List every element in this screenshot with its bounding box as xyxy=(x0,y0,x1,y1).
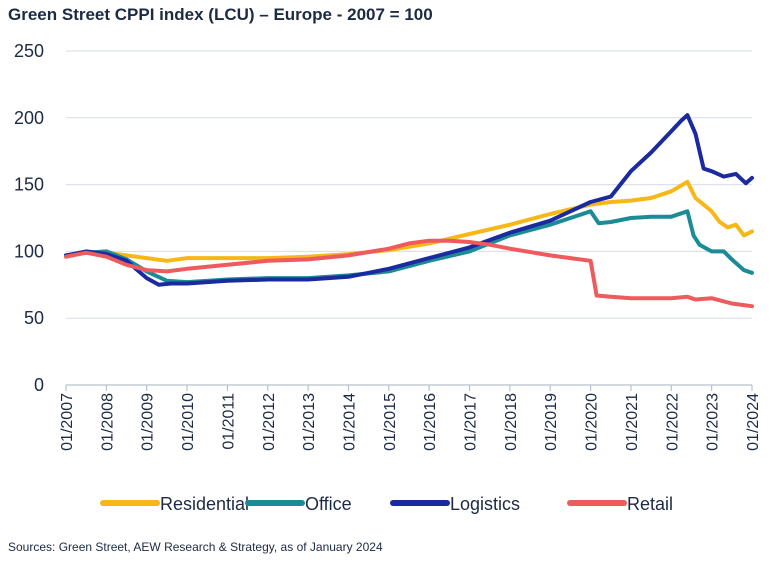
x-tick-label: 01/2023 xyxy=(705,393,722,451)
x-tick-label: 01/2013 xyxy=(301,393,318,451)
x-tick-label: 01/2015 xyxy=(382,393,399,451)
x-tick-label: 01/2022 xyxy=(664,393,681,451)
series-line-logistics xyxy=(64,113,754,287)
x-tick-label: 01/2010 xyxy=(180,393,197,451)
x-tick-label: 01/2016 xyxy=(422,393,439,451)
legend-label-retail: Retail xyxy=(627,494,673,514)
y-axis-ticks: 0 50 100 150 200 250 xyxy=(14,41,44,395)
y-tick-label: 250 xyxy=(14,41,44,61)
chart-title: Green Street CPPI index (LCU) – Europe -… xyxy=(8,5,433,24)
x-tick-label: 01/2017 xyxy=(463,393,480,451)
x-tick-label: 01/2007 xyxy=(59,393,76,451)
legend-label-residential: Residential xyxy=(160,494,249,514)
source-note: Sources: Green Street, AEW Research & St… xyxy=(8,540,383,554)
y-tick-label: 50 xyxy=(24,308,44,328)
x-tick-label: 01/2008 xyxy=(99,393,116,451)
series-lines xyxy=(64,113,754,309)
x-tick-label: 01/2019 xyxy=(543,393,560,451)
y-tick-label: 150 xyxy=(14,175,44,195)
x-tick-label: 01/2014 xyxy=(341,393,358,451)
series-line-office xyxy=(64,209,754,285)
y-tick-label: 200 xyxy=(14,108,44,128)
legend-label-logistics: Logistics xyxy=(450,494,520,514)
legend-label-office: Office xyxy=(305,494,352,514)
series-line-residential xyxy=(64,179,754,263)
y-tick-label: 0 xyxy=(34,375,44,395)
x-tick-label: 01/2021 xyxy=(624,393,641,451)
y-tick-label: 100 xyxy=(14,241,44,261)
x-tick-label: 01/2011 xyxy=(220,393,237,450)
series-line-retail xyxy=(64,238,754,309)
gridlines xyxy=(66,50,752,319)
x-tick-label: 01/2024 xyxy=(745,393,762,451)
x-tick-label: 01/2018 xyxy=(503,393,520,451)
legend: Residential Office Logistics Retail xyxy=(100,494,673,514)
x-axis: 01/2007 01/2008 01/2009 01/2010 01/2011 01/20… xyxy=(59,384,762,451)
x-tick-label: 01/2009 xyxy=(140,393,157,451)
x-tick-label: 01/2020 xyxy=(584,393,601,451)
x-tick-label: 01/2012 xyxy=(261,393,278,451)
